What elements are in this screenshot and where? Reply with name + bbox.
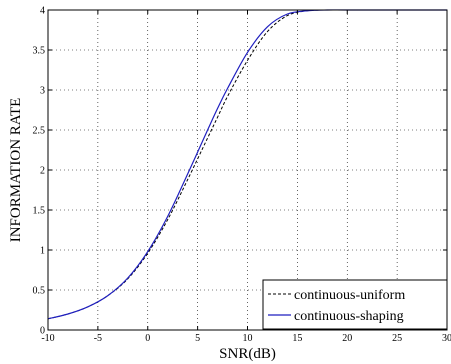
x-tick-label: 30: [442, 333, 451, 344]
y-tick-label: 3: [40, 86, 45, 97]
y-tick-label: 4: [40, 6, 45, 17]
x-axis-label: SNR(dB): [219, 346, 276, 362]
y-tick-label: 0.5: [33, 286, 46, 297]
y-tick-label: 0: [40, 326, 45, 337]
y-tick-label: 2.5: [33, 126, 46, 137]
x-tick-label: 5: [195, 333, 200, 344]
x-tick-label: -10: [41, 333, 54, 344]
x-tick-label: -5: [94, 333, 102, 344]
legend-label-continuous-uniform: continuous-uniform: [294, 288, 405, 303]
legend-box: [262, 279, 448, 330]
tick-labels: -10 -5 0 5 10 15 20 25 30 0 0.5 1 1.5 2 2.5 3 3.5 4: [33, 6, 451, 345]
x-tick-label: 0: [145, 333, 150, 344]
y-tick-label: 1: [40, 246, 45, 257]
y-tick-label: 3.5: [33, 46, 46, 57]
x-tick-label: 20: [342, 333, 352, 344]
y-tick-label: 2: [40, 166, 45, 177]
y-axis-label: INFORMATION RATE: [8, 98, 24, 243]
x-tick-label: 25: [392, 333, 402, 344]
x-tick-label: 15: [292, 333, 302, 344]
legend-label-continuous-shaping: continuous-shaping: [294, 309, 404, 324]
y-tick-label: 1.5: [33, 206, 46, 217]
x-tick-label: 10: [243, 333, 253, 344]
legend: continuous-uniform continuous-shaping: [262, 279, 448, 330]
